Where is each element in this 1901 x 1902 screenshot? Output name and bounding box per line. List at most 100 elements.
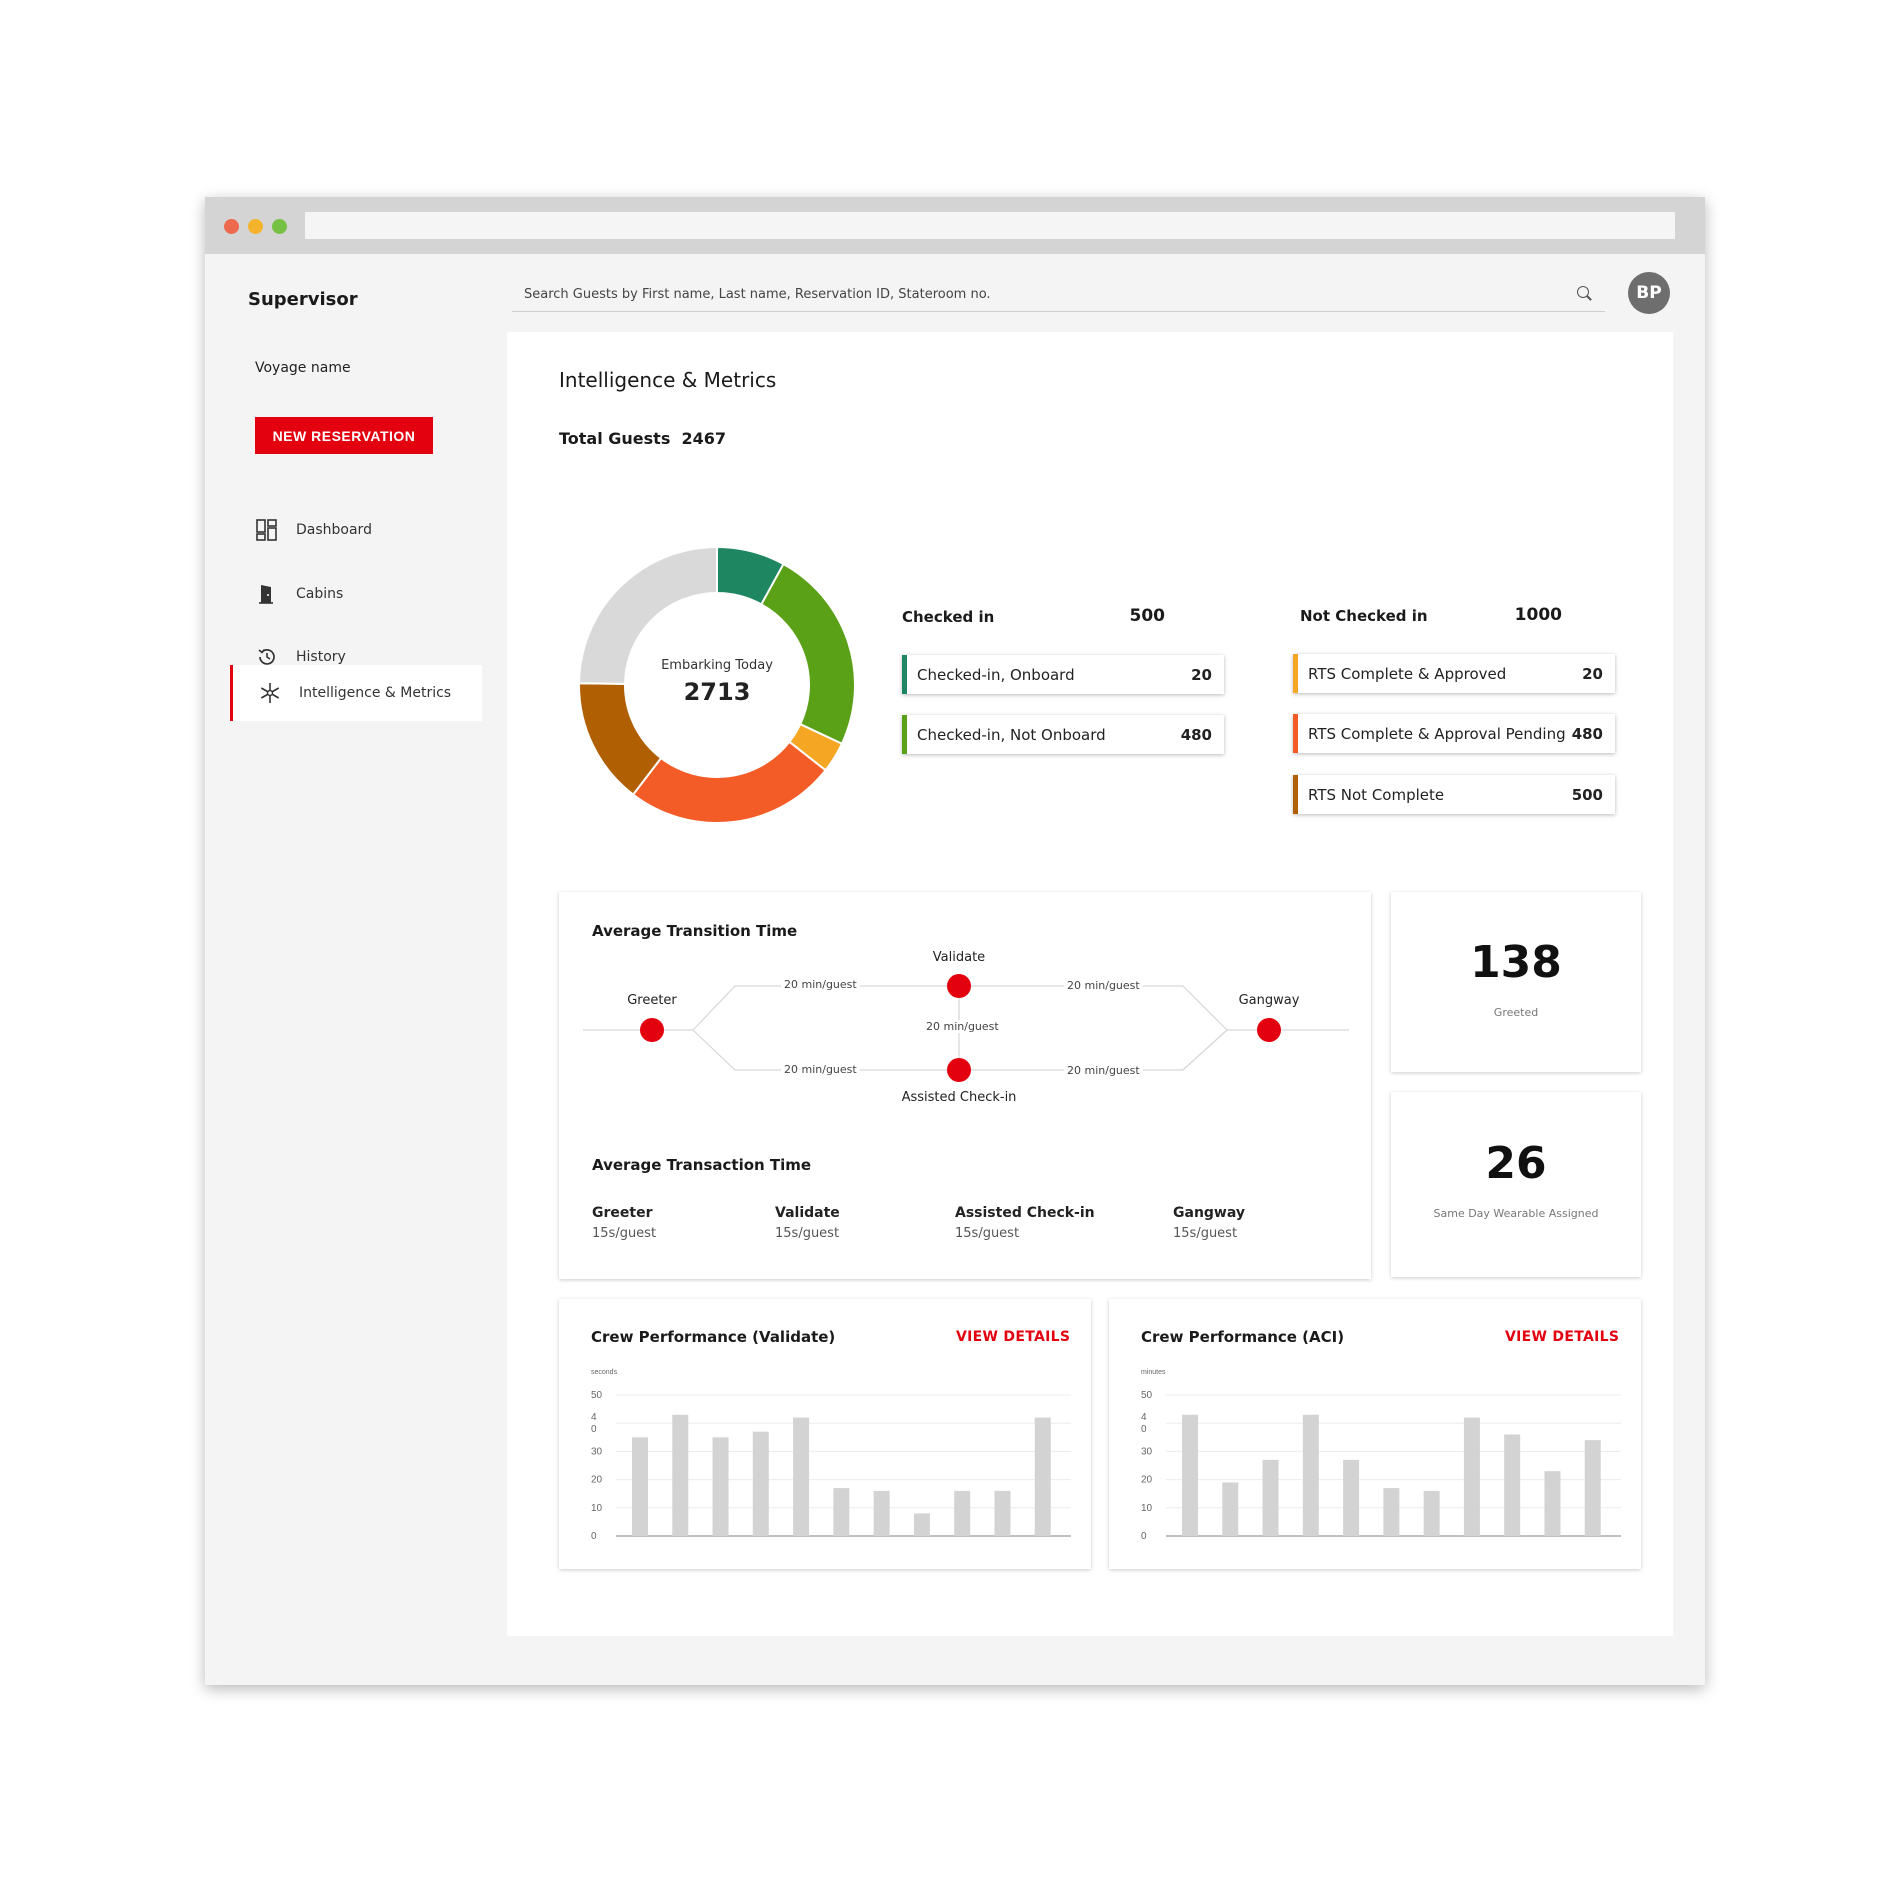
node-assisted-check-in[interactable] bbox=[947, 1058, 971, 1082]
search-icon[interactable] bbox=[1577, 286, 1589, 298]
close-dot[interactable] bbox=[224, 219, 239, 234]
bar[interactable] bbox=[1034, 1417, 1051, 1536]
bar[interactable] bbox=[1182, 1414, 1198, 1536]
address-bar[interactable] bbox=[305, 212, 1675, 239]
stat-value: 500 bbox=[1571, 785, 1603, 804]
y-tick-label: 50 bbox=[1141, 1390, 1153, 1401]
main-panel: Intelligence & Metrics Total Guests 2467… bbox=[507, 332, 1673, 1636]
maximize-dot[interactable] bbox=[272, 219, 287, 234]
donut-segment-3[interactable] bbox=[631, 740, 827, 824]
y-tick-label: 20 bbox=[591, 1475, 603, 1486]
tx-value-assisted: 15s/guest bbox=[955, 1226, 1020, 1241]
bar[interactable] bbox=[873, 1490, 890, 1536]
stat-value: 480 bbox=[1571, 724, 1603, 743]
total-guests-label: Total Guests bbox=[559, 429, 671, 448]
bar[interactable] bbox=[1504, 1434, 1521, 1536]
history-icon bbox=[255, 645, 279, 669]
node-validate[interactable] bbox=[947, 974, 971, 998]
sidebar-item-cabins[interactable]: Cabins bbox=[230, 566, 482, 622]
bar[interactable] bbox=[1383, 1488, 1400, 1536]
tx-name-gangway: Gangway bbox=[1173, 1205, 1246, 1221]
y-tick-label: 30 bbox=[591, 1446, 603, 1457]
stat-value: 480 bbox=[1180, 725, 1212, 744]
bar[interactable] bbox=[1222, 1482, 1239, 1536]
bar[interactable] bbox=[833, 1488, 850, 1536]
tx-name-assisted: Assisted Check-in bbox=[955, 1205, 1095, 1221]
stat-label: RTS Complete & Approved bbox=[1308, 664, 1507, 683]
new-reservation-button[interactable]: NEW RESERVATION bbox=[255, 417, 433, 454]
y-tick-label: 10 bbox=[1141, 1503, 1153, 1514]
donut-segment-1[interactable] bbox=[759, 562, 856, 746]
y-axis-label: seconds bbox=[591, 1369, 618, 1376]
crew-validate-view-details-link[interactable]: VIEW DETAILS bbox=[956, 1329, 1071, 1345]
y-tick-label: 50 bbox=[591, 1390, 603, 1401]
bar[interactable] bbox=[994, 1490, 1011, 1536]
stat-value: 20 bbox=[1191, 665, 1212, 684]
page-title: Intelligence & Metrics bbox=[559, 368, 777, 392]
bar[interactable] bbox=[752, 1431, 769, 1536]
bar[interactable] bbox=[954, 1490, 971, 1536]
stat-label: Checked-in, Not Onboard bbox=[917, 725, 1106, 744]
crew-aci-title: Crew Performance (ACI) bbox=[1141, 1328, 1345, 1346]
stat-rts-complete-approval-pending[interactable]: RTS Complete & Approval Pending 480 bbox=[1293, 714, 1615, 753]
crew-aci-view-details-link[interactable]: VIEW DETAILS bbox=[1505, 1329, 1620, 1345]
stat-rts-complete-approved[interactable]: RTS Complete & Approved 20 bbox=[1293, 654, 1615, 693]
browser-window: Supervisor Voyage name NEW RESERVATION D… bbox=[205, 197, 1705, 1685]
bar[interactable] bbox=[1544, 1471, 1561, 1536]
not-checked-in-value: 1000 bbox=[1514, 605, 1562, 625]
voyage-name[interactable]: Voyage name bbox=[255, 360, 351, 376]
bar[interactable] bbox=[793, 1417, 810, 1536]
y-tick-label: 4 bbox=[591, 1412, 597, 1423]
node-gangway[interactable] bbox=[1257, 1018, 1281, 1042]
snowflake-icon bbox=[258, 681, 282, 705]
sidebar-item-intelligence-metrics[interactable]: Intelligence & Metrics bbox=[230, 665, 482, 721]
tx-value-greeter: 15s/guest bbox=[592, 1226, 657, 1241]
donut-segment-5[interactable] bbox=[577, 545, 718, 685]
bar[interactable] bbox=[1423, 1490, 1440, 1536]
bar[interactable] bbox=[632, 1437, 648, 1536]
bar[interactable] bbox=[1343, 1459, 1360, 1536]
avatar[interactable]: BP bbox=[1628, 272, 1670, 314]
y-axis-label: minutes bbox=[1141, 1369, 1166, 1376]
bar[interactable] bbox=[1262, 1459, 1279, 1536]
sidebar-item-dashboard[interactable]: Dashboard bbox=[230, 502, 482, 558]
kpi-label: Same Day Wearable Assigned bbox=[1433, 1207, 1599, 1220]
kpi-value: 26 bbox=[1485, 1138, 1547, 1189]
node-label-assisted: Assisted Check-in bbox=[901, 1090, 1017, 1105]
stat-checked-in-not-onboard[interactable]: Checked-in, Not Onboard 480 bbox=[902, 715, 1224, 754]
stat-value: 20 bbox=[1582, 664, 1603, 683]
kpi-card-wearable: 26 Same Day Wearable Assigned bbox=[1391, 1092, 1641, 1277]
bar[interactable] bbox=[1302, 1414, 1319, 1536]
y-tick-label: 20 bbox=[1141, 1475, 1153, 1486]
minimize-dot[interactable] bbox=[248, 219, 263, 234]
stat-label: Checked-in, Onboard bbox=[917, 665, 1075, 684]
kpi-label: Greeted bbox=[1493, 1006, 1539, 1019]
node-label-gangway: Gangway bbox=[1238, 993, 1300, 1008]
bar[interactable] bbox=[1463, 1417, 1480, 1536]
bar[interactable] bbox=[672, 1414, 689, 1536]
crew-validate-card: Crew Performance (Validate) VIEW DETAILS… bbox=[559, 1299, 1091, 1569]
transition-title: Average Transition Time bbox=[592, 922, 798, 940]
kpi-value: 138 bbox=[1470, 937, 1562, 988]
crew-validate-title: Crew Performance (Validate) bbox=[591, 1328, 836, 1346]
edge-label-validate-assisted: 20 min/guest bbox=[923, 1020, 1002, 1033]
search-input[interactable]: Search Guests by First name, Last name, … bbox=[524, 286, 991, 302]
tx-name-validate: Validate bbox=[775, 1205, 840, 1221]
bar[interactable] bbox=[913, 1513, 930, 1536]
bar[interactable] bbox=[1584, 1440, 1601, 1536]
checked-in-value: 500 bbox=[1129, 606, 1166, 626]
bar[interactable] bbox=[712, 1437, 729, 1536]
transaction-title: Average Transaction Time bbox=[592, 1156, 812, 1174]
y-tick-label: 4 bbox=[1141, 1412, 1147, 1423]
stat-checked-in-onboard[interactable]: Checked-in, Onboard 20 bbox=[902, 655, 1224, 694]
brand-title: Supervisor bbox=[248, 289, 358, 310]
node-greeter[interactable] bbox=[640, 1018, 664, 1042]
crew-aci-card: Crew Performance (ACI) VIEW DETAILS minu… bbox=[1109, 1299, 1641, 1569]
tx-value-validate: 15s/guest bbox=[775, 1226, 840, 1241]
y-tick-label: 10 bbox=[591, 1503, 603, 1514]
edge-label-validate-gangway: 20 min/guest bbox=[1064, 979, 1143, 992]
sidebar-item-history[interactable]: History bbox=[230, 629, 482, 685]
search-bar[interactable]: Search Guests by First name, Last name, … bbox=[512, 277, 1605, 312]
total-guests: Total Guests 2467 bbox=[559, 429, 726, 448]
stat-rts-not-complete[interactable]: RTS Not Complete 500 bbox=[1293, 775, 1615, 814]
